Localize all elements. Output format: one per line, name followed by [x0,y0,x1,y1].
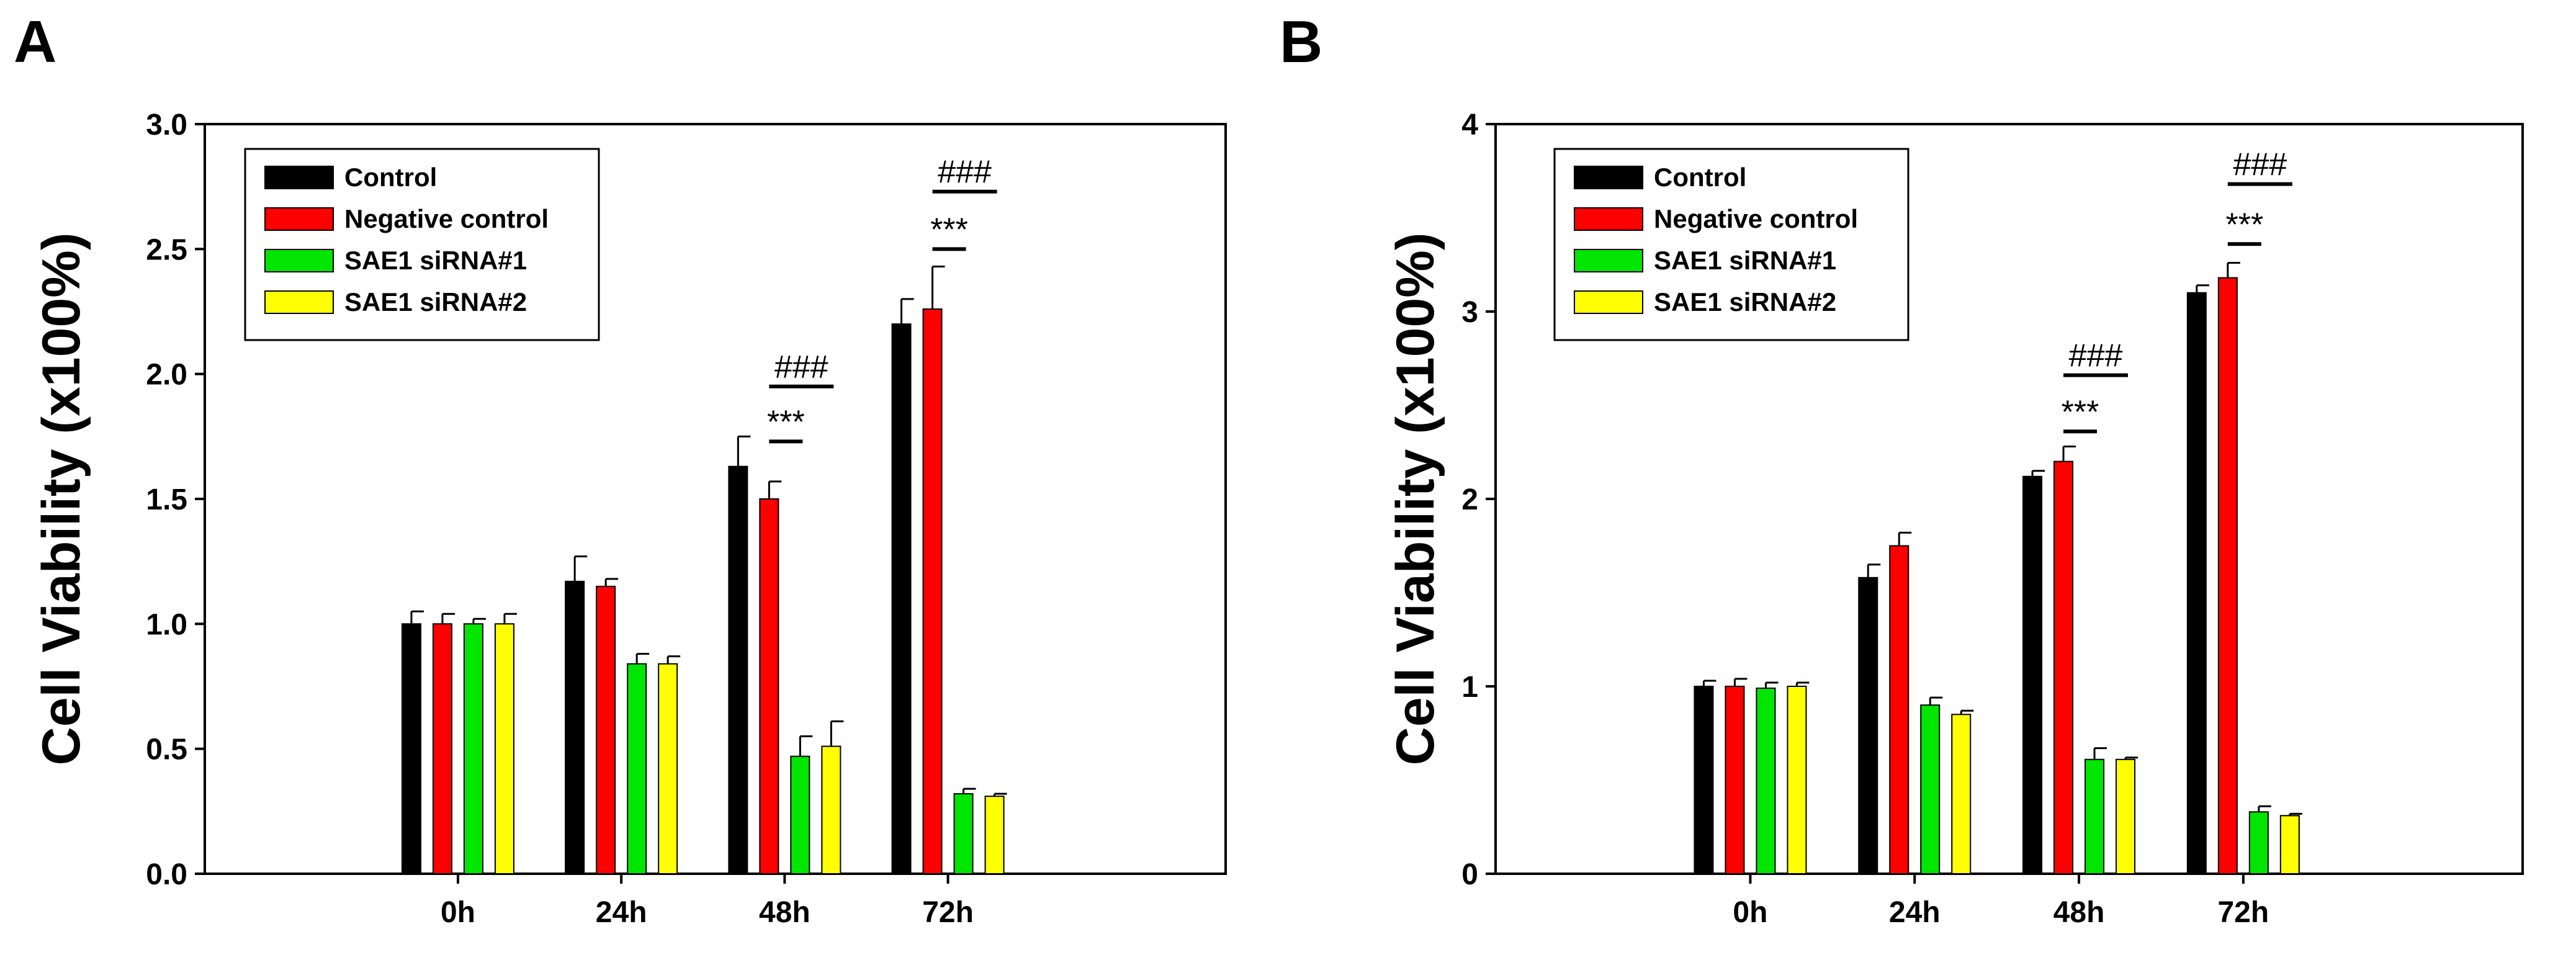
legend-swatch [264,166,334,189]
y-tick-label: 1.0 [146,608,187,641]
x-tick-label: 72h [2217,896,2269,929]
bar-sae1-sirna-2 [984,796,1005,875]
y-axis-title: Cell Viability (x100%) [1386,233,1445,766]
bar-sae1-sirna-2 [494,623,514,874]
legend-entry: Negative control [1654,204,1858,233]
y-tick-label: 2 [1461,483,1478,516]
panel-letter: B [1280,9,1322,75]
significance-label: *** [767,404,805,440]
significance-label: *** [2062,394,2099,430]
bar-sae1-sirna-2 [1787,686,1807,874]
panel-b: B 0 1 2 3 4 Cell Viability (x100%) 0h 24h 48h 72h *… [1280,9,2524,929]
bar-negative-control [2217,277,2238,874]
bar-sae1-sirna-1 [2085,758,2105,875]
y-tick-label: 1.5 [146,483,187,516]
legend-entry: Control [344,163,437,192]
bar-sae1-sirna-1 [953,793,974,874]
bar-sae1-sirna-1 [1920,704,1941,874]
bar-sae1-sirna-1 [790,755,810,875]
y-tick-label: 0 [1461,858,1478,891]
y-tick-label: 0.0 [146,858,187,891]
x-tick-label: 0h [1733,896,1767,929]
bar-control [1694,686,1714,874]
bar-sae1-sirna-1 [1756,688,1776,875]
legend-swatch [264,290,334,314]
y-tick-label: 0.5 [146,733,187,766]
legend-entry: SAE1 siRNA#2 [1654,287,1836,316]
x-tick-label: 72h [922,896,974,929]
bar-negative-control [596,585,616,875]
bar-sae1-sirna-1 [627,663,647,874]
bar-sae1-sirna-2 [658,663,678,874]
bar-control [2022,475,2043,874]
bar-sae1-sirna-2 [2116,758,2136,875]
bar-sae1-sirna-1 [463,623,483,874]
significance-label: *** [2225,207,2263,243]
bar-control [728,465,748,874]
bar-sae1-sirna-2 [821,745,841,875]
bar-negative-control [759,498,779,874]
y-tick-label: 3 [1461,296,1478,329]
y-axis-title: Cell Viability (x100%) [32,233,91,766]
legend-entry: Control [1654,163,1746,192]
legend-entry: SAE1 siRNA#1 [1654,246,1836,275]
x-tick-label: 48h [759,896,810,929]
legend-swatch [1574,207,1643,231]
bar-control [401,623,421,874]
x-tick-label: 48h [2053,896,2105,929]
legend-entry: Negative control [344,204,549,233]
x-tick-label: 24h [596,896,647,929]
x-tick-label: 0h [441,896,475,929]
y-tick-label: 1 [1461,671,1478,704]
bar-negative-control [1889,545,1910,874]
significance-label: ### [2233,147,2287,183]
bar-sae1-sirna-2 [1951,714,1972,875]
bar-sae1-sirna-2 [2279,815,2300,875]
bar-negative-control [1725,686,1745,874]
y-tick-label: 4 [1461,109,1478,141]
legend-swatch [264,249,334,272]
panel-letter: A [14,9,56,75]
bar-control [1858,576,1878,875]
legend: Control Negative control SAE1 siRNA#1 SAE1 … [244,148,600,341]
bar-negative-control [922,308,943,874]
significance-label: ### [938,155,992,191]
bar-negative-control [2053,460,2074,874]
bar-control [565,580,585,874]
bar-negative-control [432,623,452,874]
legend-swatch [1574,166,1643,189]
bar-sae1-sirna-1 [2248,811,2269,874]
bar-control [891,323,912,874]
legend: Control Negative control SAE1 siRNA#1 SAE1 … [1553,148,1910,341]
significance-label: ### [2069,338,2123,374]
significance-label: *** [930,212,968,248]
legend-entry: SAE1 siRNA#1 [344,246,527,275]
y-tick-label: 2.0 [146,359,187,392]
legend-swatch [1574,249,1643,272]
panel-a: A 0.0 0.5 1.0 1.5 2.0 2.5 3.0 Cell Viability (x1… [14,9,1227,929]
legend-swatch [1574,290,1643,314]
x-tick-label: 24h [1889,896,1941,929]
y-tick-label: 3.0 [146,109,187,141]
bar-control [2186,292,2207,874]
legend-swatch [264,207,334,231]
legend-entry: SAE1 siRNA#2 [344,287,527,316]
y-tick-label: 2.5 [146,233,187,266]
significance-label: ### [774,349,828,385]
